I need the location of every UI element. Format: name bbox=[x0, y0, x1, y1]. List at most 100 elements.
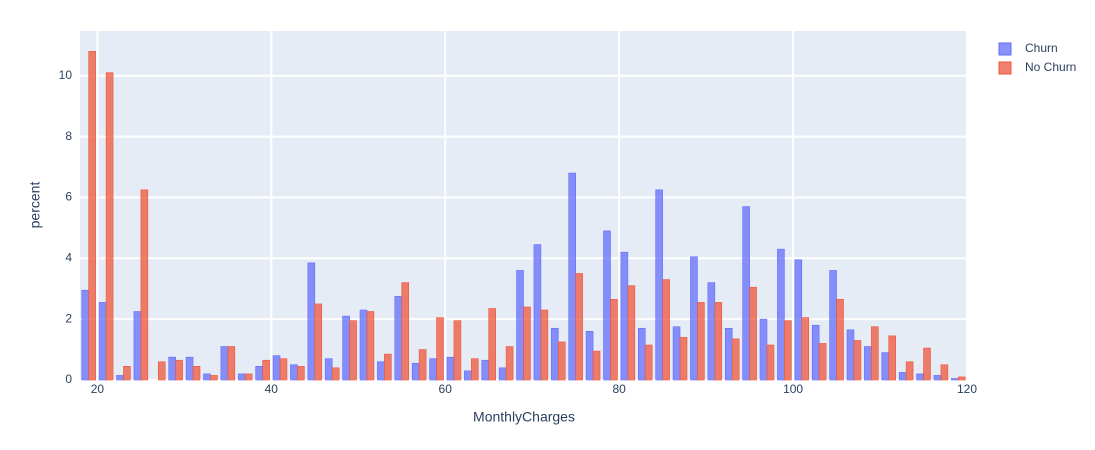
bar bbox=[592, 350, 601, 381]
bar bbox=[411, 362, 420, 381]
bar bbox=[307, 262, 316, 381]
bar bbox=[811, 324, 820, 381]
bar bbox=[690, 256, 698, 381]
bar bbox=[905, 361, 914, 381]
y-tick-label: 0 bbox=[65, 372, 72, 386]
bar bbox=[464, 370, 472, 381]
bar bbox=[888, 335, 896, 381]
bar bbox=[551, 327, 559, 381]
bar bbox=[168, 356, 176, 381]
bar bbox=[157, 361, 166, 381]
bar bbox=[853, 340, 862, 381]
bar bbox=[255, 366, 263, 381]
bar bbox=[185, 356, 194, 381]
bar bbox=[846, 329, 855, 381]
bar bbox=[794, 259, 803, 381]
y-tick-label: 8 bbox=[65, 129, 72, 143]
bar bbox=[488, 308, 496, 381]
bar bbox=[140, 189, 149, 381]
bar bbox=[898, 372, 907, 381]
bar bbox=[290, 364, 298, 381]
x-tick-label: 80 bbox=[612, 382, 626, 396]
bar bbox=[314, 303, 323, 381]
bar bbox=[446, 356, 455, 381]
bar bbox=[627, 285, 636, 381]
legend-label: Churn bbox=[1025, 41, 1058, 55]
bar bbox=[916, 373, 924, 381]
bar bbox=[418, 349, 427, 381]
bar bbox=[394, 296, 403, 381]
bar bbox=[98, 302, 107, 381]
y-tick-label: 4 bbox=[65, 250, 72, 264]
bar bbox=[731, 338, 740, 381]
bar bbox=[429, 358, 437, 381]
bar bbox=[220, 346, 229, 381]
bar bbox=[516, 270, 524, 381]
bar bbox=[401, 282, 410, 381]
bar bbox=[637, 327, 646, 381]
bar bbox=[749, 286, 757, 381]
bar bbox=[540, 309, 549, 381]
bar bbox=[81, 289, 89, 381]
bar bbox=[349, 320, 357, 381]
bar bbox=[88, 51, 96, 381]
bar bbox=[864, 346, 872, 381]
bar bbox=[679, 337, 688, 381]
x-tick-label: 40 bbox=[265, 382, 279, 396]
bar bbox=[262, 359, 270, 381]
bar bbox=[697, 302, 705, 381]
bar bbox=[227, 346, 236, 381]
bar bbox=[662, 279, 670, 381]
y-tick-label: 2 bbox=[65, 311, 72, 325]
bar bbox=[620, 251, 629, 381]
bar bbox=[342, 315, 350, 381]
bar bbox=[766, 344, 775, 381]
bar bbox=[203, 373, 211, 381]
bar bbox=[784, 320, 792, 381]
legend-label: No Churn bbox=[1025, 60, 1076, 74]
x-tick-label: 100 bbox=[783, 382, 803, 396]
bar bbox=[836, 299, 844, 381]
bar bbox=[331, 367, 340, 381]
bar bbox=[585, 331, 594, 381]
x-axis-title: MonthlyCharges bbox=[473, 409, 575, 425]
x-tick-label: 60 bbox=[439, 382, 453, 396]
bar bbox=[192, 366, 201, 381]
bar bbox=[377, 361, 385, 381]
bar bbox=[644, 344, 653, 381]
bar bbox=[923, 347, 931, 381]
bar bbox=[951, 378, 959, 381]
bar bbox=[777, 248, 785, 381]
bar bbox=[279, 358, 288, 381]
bar bbox=[801, 317, 810, 381]
y-tick-label: 6 bbox=[65, 190, 72, 204]
bar bbox=[366, 311, 375, 381]
bar bbox=[324, 358, 333, 381]
bar bbox=[116, 375, 124, 381]
bar bbox=[829, 270, 837, 381]
bar bbox=[958, 376, 966, 381]
bar bbox=[105, 72, 114, 381]
bar bbox=[714, 302, 723, 381]
bar bbox=[210, 375, 218, 381]
bar bbox=[523, 306, 531, 381]
bar bbox=[175, 359, 183, 381]
bar bbox=[881, 352, 890, 381]
bar bbox=[123, 366, 131, 381]
bar bbox=[724, 327, 733, 381]
bar bbox=[940, 364, 949, 381]
bar bbox=[818, 343, 827, 381]
bar bbox=[533, 244, 542, 381]
bar bbox=[707, 282, 716, 381]
bar bbox=[871, 326, 879, 381]
bar bbox=[453, 320, 462, 381]
bar bbox=[436, 317, 444, 381]
bar bbox=[603, 230, 611, 381]
y-axis-title: percent bbox=[27, 182, 43, 229]
bar bbox=[481, 359, 490, 381]
y-tick-label: 10 bbox=[59, 68, 73, 82]
bar bbox=[557, 341, 566, 381]
bar bbox=[742, 206, 750, 381]
bar bbox=[498, 367, 507, 381]
